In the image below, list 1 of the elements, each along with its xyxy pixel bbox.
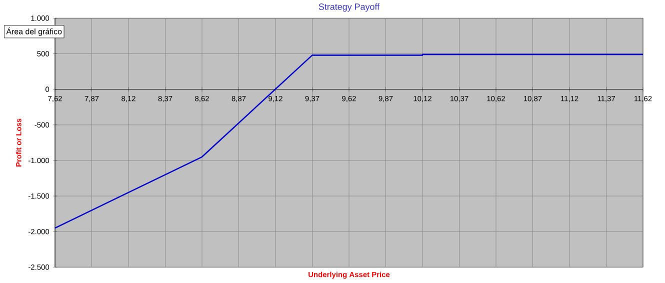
chart-title: Strategy Payoff	[318, 3, 380, 12]
